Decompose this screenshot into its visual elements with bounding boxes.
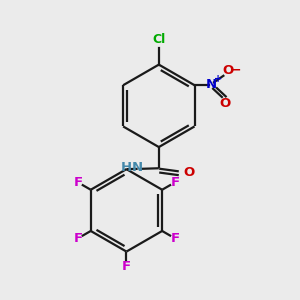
Text: O: O — [184, 167, 195, 179]
Text: O: O — [220, 97, 231, 110]
Text: O: O — [223, 64, 234, 77]
Text: F: F — [170, 232, 179, 245]
Text: F: F — [122, 260, 131, 273]
Text: +: + — [214, 74, 222, 84]
Text: F: F — [74, 232, 82, 245]
Text: Cl: Cl — [152, 33, 166, 46]
Text: −: − — [231, 64, 242, 77]
Text: H: H — [121, 161, 132, 174]
Text: N: N — [206, 78, 217, 91]
Text: F: F — [170, 176, 179, 189]
Text: F: F — [74, 176, 82, 189]
Text: N: N — [132, 161, 143, 174]
